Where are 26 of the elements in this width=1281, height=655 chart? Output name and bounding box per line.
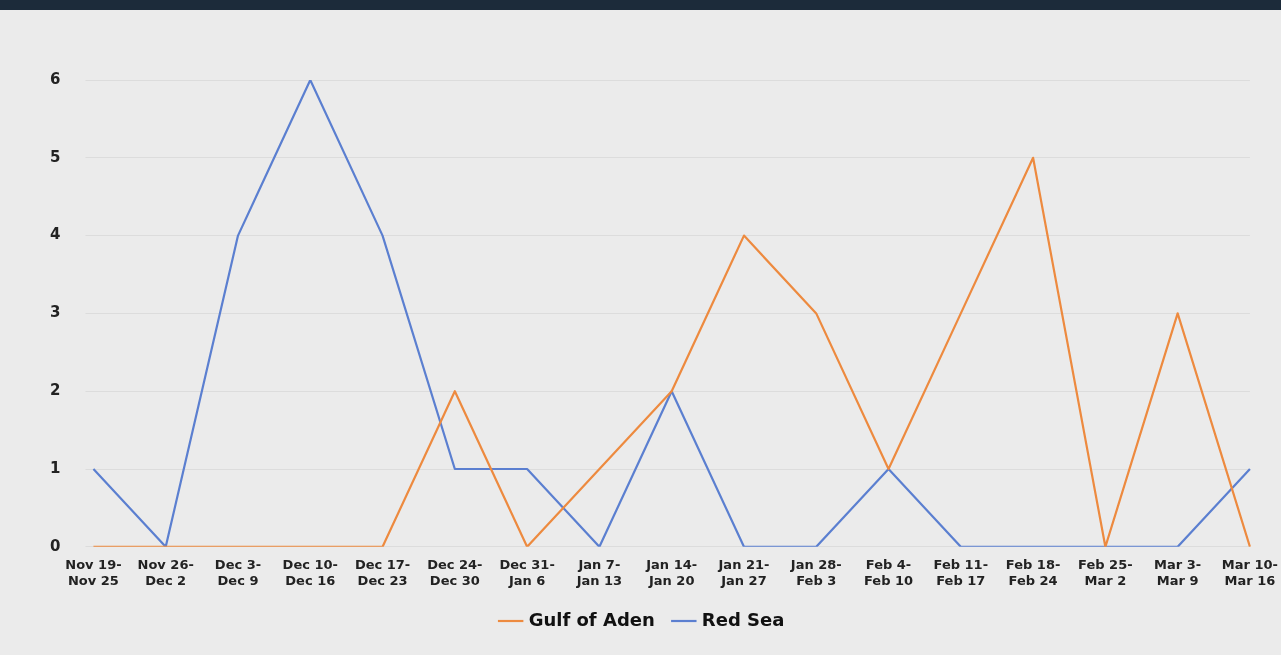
x-tick-label: Dec 3-Dec 9: [214, 556, 262, 588]
legend-label: Red Sea: [701, 608, 785, 630]
y-tick-label: 1: [50, 458, 61, 477]
x-tick-label: Jan 7-Jan 13: [575, 556, 623, 588]
x-tick-label: Dec 10-Dec 16: [282, 556, 338, 588]
x-tick-label: Jan 28-Feb 3: [789, 556, 842, 588]
x-tick-label: Dec 24-Dec 30: [427, 556, 483, 588]
x-tick-label: Feb 11-Feb 17: [933, 556, 989, 588]
x-tick-label: Jan 14-Jan 20: [645, 556, 698, 588]
y-tick-label: 2: [50, 381, 61, 400]
legend-label: Gulf of Aden: [528, 608, 655, 630]
x-tick-label: Mar 10-Mar 16: [1221, 556, 1278, 588]
x-tick-label: Nov 19-Nov 25: [65, 556, 122, 588]
x-tick-label: Dec 17-Dec 23: [354, 556, 411, 588]
x-tick-label: Nov 26-Dec 2: [137, 556, 194, 588]
y-tick-label: 0: [50, 536, 61, 555]
x-tick-label: Dec 31-Jan 6: [499, 556, 555, 588]
x-tick-label: Feb 25-Mar 2: [1078, 556, 1133, 588]
y-tick-label: 3: [50, 303, 61, 322]
y-tick-label: 6: [50, 69, 61, 88]
y-tick-label: 5: [50, 147, 61, 166]
y-tick-label: 4: [50, 225, 61, 244]
x-tick-label: Feb 18-Feb 24: [1005, 556, 1061, 588]
x-tick-label: Jan 21-Jan 27: [717, 556, 770, 588]
x-tick-label: Feb 4-Feb 10: [863, 556, 914, 588]
x-tick-label: Mar 3-Mar 9: [1154, 556, 1202, 588]
